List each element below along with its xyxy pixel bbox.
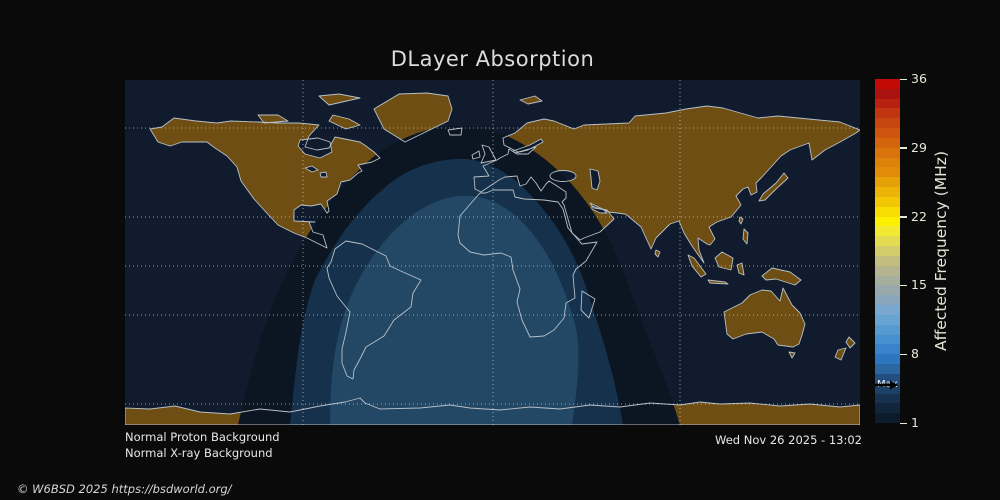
colorbar-segment bbox=[875, 79, 900, 90]
colorbar-segment bbox=[875, 196, 900, 208]
colorbar-tick bbox=[900, 422, 907, 424]
background-conditions: Normal Proton Background Normal X-ray Ba… bbox=[125, 430, 280, 461]
colorbar-segment bbox=[875, 167, 900, 178]
colorbar-tick bbox=[900, 147, 907, 149]
colorbar-max-marker: Max bbox=[875, 379, 900, 390]
colorbar-segment bbox=[875, 393, 900, 404]
colorbar-tick bbox=[900, 284, 907, 287]
colorbar-axis-label: Affected Frequency (MHz) bbox=[932, 151, 950, 351]
colorbar-tick-label: 8 bbox=[911, 345, 919, 361]
colorbar-tick-label: 22 bbox=[911, 208, 927, 224]
colorbar-tick bbox=[900, 216, 907, 218]
colorbar-segment bbox=[875, 383, 900, 394]
colorbar-segment bbox=[875, 108, 900, 119]
colorbar-segment bbox=[875, 246, 900, 257]
colorbar-tick bbox=[900, 78, 907, 80]
colorbar-segment bbox=[875, 344, 900, 355]
colorbar-segment bbox=[875, 206, 900, 218]
colorbar-segment bbox=[875, 354, 900, 365]
colorbar-segment bbox=[875, 255, 900, 267]
colorbar-segment bbox=[875, 373, 900, 385]
graticule bbox=[125, 80, 860, 425]
colorbar bbox=[875, 79, 900, 424]
colorbar-segment bbox=[875, 137, 900, 149]
colorbar-segment bbox=[875, 118, 900, 129]
colorbar-segment bbox=[875, 128, 900, 139]
colorbar-segment bbox=[875, 403, 900, 414]
colorbar-segment bbox=[875, 187, 900, 198]
colorbar-segment bbox=[875, 275, 900, 286]
max-arrow-icon bbox=[875, 380, 898, 390]
colorbar-segment bbox=[875, 98, 900, 109]
colorbar-tick bbox=[900, 353, 907, 356]
colorbar-segment bbox=[875, 88, 900, 100]
colorbar-segment bbox=[875, 334, 900, 345]
absorption-level-high bbox=[330, 195, 579, 425]
colorbar-segment bbox=[875, 226, 900, 237]
page-title: DLayer Absorption bbox=[390, 47, 595, 71]
colorbar-tick-label: 36 bbox=[911, 70, 927, 86]
colorbar-segment bbox=[875, 295, 900, 306]
colorbar-segment bbox=[875, 314, 900, 326]
colorbar-segment bbox=[875, 177, 900, 188]
colorbar-segment bbox=[875, 157, 900, 168]
colorbar-segment bbox=[875, 147, 900, 159]
colorbar-segment bbox=[875, 236, 900, 247]
colorbar-segment bbox=[875, 285, 900, 296]
colorbar-segment bbox=[875, 324, 900, 336]
map-timestamp: Wed Nov 26 2025 - 13:02 bbox=[715, 433, 862, 447]
copyright-notice: © W6BSD 2025 https://bsdworld.org/ bbox=[17, 482, 232, 496]
colorbar-tick-label: 15 bbox=[911, 277, 927, 293]
colorbar-tick-label: 29 bbox=[911, 139, 927, 155]
colorbar-segment bbox=[875, 413, 900, 424]
xray-background-status: Normal X-ray Background bbox=[125, 445, 273, 460]
proton-background-status: Normal Proton Background bbox=[125, 430, 280, 444]
colorbar-segment bbox=[875, 265, 900, 277]
colorbar-segment bbox=[875, 364, 900, 375]
colorbar-segment bbox=[875, 216, 900, 227]
colorbar-segment bbox=[875, 305, 900, 316]
colorbar-tick-label: 1 bbox=[911, 414, 919, 430]
